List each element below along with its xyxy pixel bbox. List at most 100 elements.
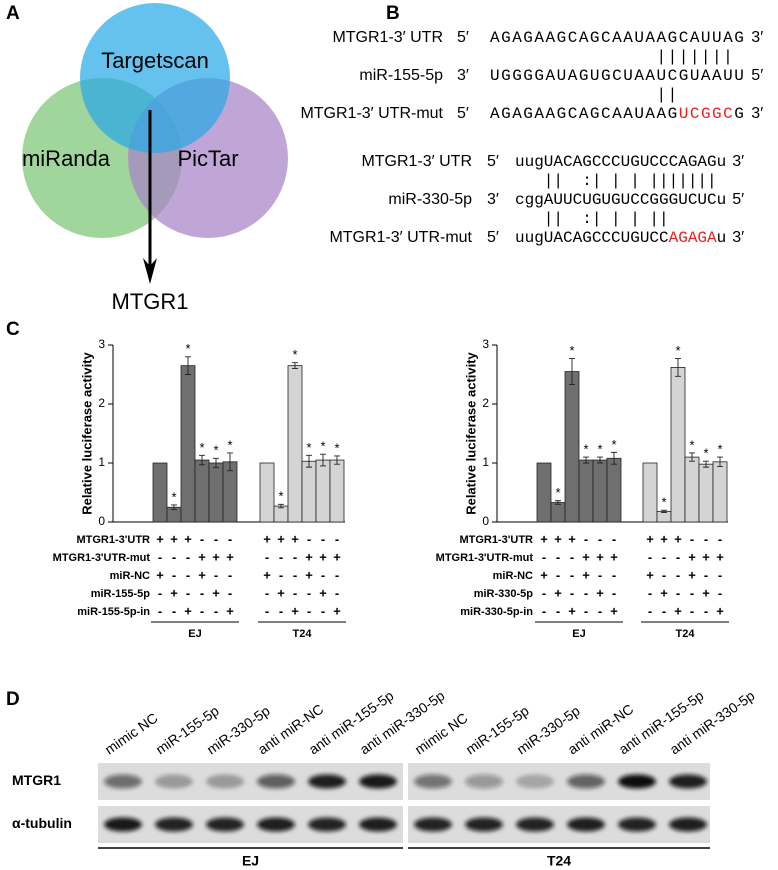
condition-sign: + <box>170 531 178 546</box>
condition-sign: + <box>156 531 164 546</box>
bar <box>606 457 622 523</box>
bar <box>301 460 317 523</box>
band <box>618 817 656 832</box>
condition-sign: + <box>688 549 696 564</box>
blot-background <box>98 763 403 800</box>
y-tick-label: 3 <box>98 337 105 351</box>
band <box>414 774 452 789</box>
condition-sign: + <box>319 585 327 600</box>
condition-label: MTGR1-3'UTR <box>76 534 150 546</box>
condition-sign: - <box>214 531 218 546</box>
group-label: EJ <box>572 628 585 640</box>
significance: * <box>717 442 722 457</box>
bar <box>208 462 224 523</box>
condition-sign: - <box>265 549 269 564</box>
condition-label: miR-330-5p <box>474 588 534 600</box>
condition-sign: - <box>598 567 602 582</box>
error-bar <box>611 451 617 465</box>
condition-sign: + <box>156 567 164 582</box>
condition-sign: + <box>646 567 654 582</box>
condition-sign: - <box>648 603 652 618</box>
bar <box>578 459 594 523</box>
error-bar <box>227 452 233 472</box>
band <box>516 817 554 832</box>
condition-sign: - <box>335 585 339 600</box>
band <box>257 817 295 832</box>
condition-sign: - <box>542 549 546 564</box>
condition-sign: - <box>718 585 722 600</box>
significance: * <box>583 442 588 457</box>
significance: * <box>306 440 311 455</box>
significance: * <box>675 343 680 358</box>
sequence-label: MTGR1-3′ UTR-mut <box>329 229 472 246</box>
sequence-end: 3′ <box>457 67 469 84</box>
condition-sign: + <box>184 603 192 618</box>
condition-sign: - <box>307 585 311 600</box>
sequence-end: 3′ <box>751 105 763 122</box>
band <box>104 774 142 789</box>
condition-label: MTGR1-3'UTR-mut <box>53 552 151 564</box>
condition-sign: + <box>226 549 234 564</box>
y-tick-label: 2 <box>482 396 489 410</box>
condition-sign: - <box>612 585 616 600</box>
condition-sign: - <box>293 585 297 600</box>
error-bar <box>689 452 695 462</box>
error-bar <box>320 453 326 467</box>
bar <box>642 462 658 523</box>
significance: * <box>569 343 574 358</box>
blot-background <box>408 806 710 843</box>
band <box>155 817 193 832</box>
sequence-label: MTGR1-3′ UTR-mut <box>300 105 443 122</box>
condition-sign: + <box>702 585 710 600</box>
condition-sign: - <box>228 531 232 546</box>
sequence-label: miR-155-5p <box>359 67 443 84</box>
bar <box>329 459 345 523</box>
band <box>359 774 397 789</box>
band <box>465 817 503 832</box>
y-axis-label: Relative luciferase activity <box>79 351 94 514</box>
error-bar <box>597 456 603 464</box>
significance: * <box>278 489 283 504</box>
significance: * <box>199 440 204 455</box>
condition-sign: + <box>291 603 299 618</box>
condition-sign: - <box>570 549 574 564</box>
group-label: EJ <box>188 628 201 640</box>
sequence-label: miR-330-5p <box>388 191 472 208</box>
condition-sign: - <box>676 585 680 600</box>
sequence: AGAGAAGCAGCAAUAAGUCGGCG <box>490 105 745 123</box>
condition-sign: - <box>321 603 325 618</box>
condition-label: miR-155-5p <box>91 588 151 600</box>
condition-label: MTGR1-3'UTR-mut <box>436 552 534 564</box>
condition-sign: + <box>212 549 220 564</box>
significance: * <box>227 437 232 452</box>
venn-circle <box>80 3 230 153</box>
condition-sign: - <box>542 603 546 618</box>
band <box>618 774 656 789</box>
condition-sign: + <box>277 531 285 546</box>
band <box>257 774 295 789</box>
condition-sign: - <box>214 603 218 618</box>
bar <box>592 459 608 523</box>
significance: * <box>611 437 616 452</box>
pairing: ||||||| <box>490 48 745 66</box>
condition-sign: + <box>305 567 313 582</box>
y-tick-label: 3 <box>482 337 489 351</box>
condition-sign: + <box>319 549 327 564</box>
significance: * <box>689 437 694 452</box>
condition-sign: + <box>554 531 562 546</box>
error-bar <box>213 457 219 469</box>
group-label: EJ <box>242 853 259 869</box>
sequence-segment: uugUACAGCCCUGUCCCAGAGu <box>515 153 726 171</box>
condition-sign: - <box>584 531 588 546</box>
condition-sign: - <box>556 567 560 582</box>
condition-sign: - <box>570 585 574 600</box>
condition-sign: + <box>263 567 271 582</box>
band <box>465 774 503 789</box>
sequence-end: 5′ <box>487 229 499 246</box>
error-bar <box>717 456 723 467</box>
y-axis-label: Relative luciferase activity <box>463 351 478 514</box>
condition-sign: - <box>598 603 602 618</box>
condition-sign: + <box>305 549 313 564</box>
condition-sign: + <box>674 603 682 618</box>
bar <box>315 459 331 523</box>
